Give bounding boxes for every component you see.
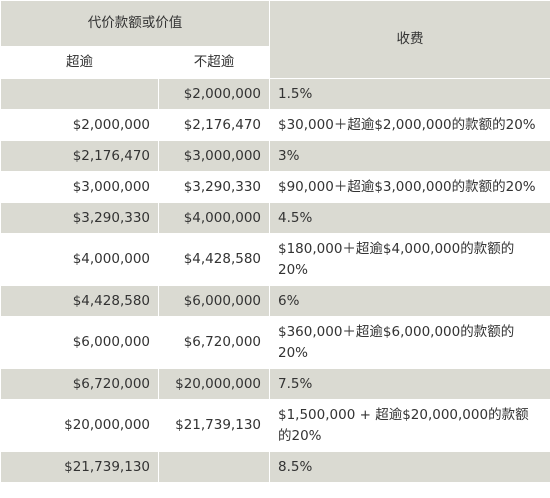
cell-over: $6,720,000 (0, 368, 159, 400)
table-row: $4,428,580 $6,000,000 6% (0, 285, 550, 317)
cell-not-over: $2,176,470 (158, 109, 270, 141)
cell-fee: $90,000＋超逾$3,000,000的款额的20% (269, 171, 550, 203)
cell-over: $6,000,000 (0, 316, 159, 369)
header-over: 超逾 (0, 46, 159, 79)
header-amount-group: 代价款额或价值 (0, 0, 270, 47)
cell-not-over: $21,739,130 (158, 399, 270, 452)
cell-over: $4,000,000 (0, 233, 159, 286)
stamp-duty-fee-table: 代价款额或价值 收费 超逾 不超逾 $2,000,000 1.5% $2,000… (0, 0, 550, 483)
table-row: $3,290,330 $4,000,000 4.5% (0, 202, 550, 234)
table-row: $2,000,000 1.5% (0, 78, 550, 110)
header-row: 代价款额或价值 收费 (0, 0, 550, 79)
cell-fee: 8.5% (269, 451, 550, 483)
cell-over: $3,000,000 (0, 171, 159, 203)
cell-not-over: $6,000,000 (158, 285, 270, 317)
cell-fee: 6% (269, 285, 550, 317)
cell-over: $21,739,130 (0, 451, 159, 483)
cell-fee: $30,000＋超逾$2,000,000的款额的20% (269, 109, 550, 141)
cell-over: $2,176,470 (0, 140, 159, 172)
cell-fee: $360,000＋超逾$6,000,000的款额的20% (269, 316, 550, 369)
cell-over: $3,290,330 (0, 202, 159, 234)
cell-not-over (158, 451, 270, 483)
cell-not-over: $20,000,000 (158, 368, 270, 400)
cell-not-over: $4,428,580 (158, 233, 270, 286)
cell-over: $20,000,000 (0, 399, 159, 452)
table-row: $6,000,000 $6,720,000 $360,000＋超逾$6,000,… (0, 316, 550, 369)
table-row: $2,176,470 $3,000,000 3% (0, 140, 550, 172)
table-row: $2,000,000 $2,176,470 $30,000＋超逾$2,000,0… (0, 109, 550, 141)
cell-over: $2,000,000 (0, 109, 159, 141)
table-row: $6,720,000 $20,000,000 7.5% (0, 368, 550, 400)
cell-fee: 4.5% (269, 202, 550, 234)
cell-not-over: $3,290,330 (158, 171, 270, 203)
cell-over: $4,428,580 (0, 285, 159, 317)
cell-fee: 3% (269, 140, 550, 172)
table-row: $20,000,000 $21,739,130 $1,500,000 + 超逾$… (0, 399, 550, 452)
cell-fee: $180,000＋超逾$4,000,000的款额的20% (269, 233, 550, 286)
table-row: $21,739,130 8.5% (0, 451, 550, 483)
table-row: $3,000,000 $3,290,330 $90,000＋超逾$3,000,0… (0, 171, 550, 203)
table-row: $4,000,000 $4,428,580 $180,000＋超逾$4,000,… (0, 233, 550, 286)
cell-not-over: $3,000,000 (158, 140, 270, 172)
cell-not-over: $2,000,000 (158, 78, 270, 110)
header-not-over: 不超逾 (158, 46, 270, 79)
cell-fee: $1,500,000 + 超逾$20,000,000的款额的20% (269, 399, 550, 452)
cell-not-over: $6,720,000 (158, 316, 270, 369)
cell-fee: 1.5% (269, 78, 550, 110)
cell-fee: 7.5% (269, 368, 550, 400)
cell-over (0, 78, 159, 110)
subheader-row: 超逾 不超逾 (0, 46, 550, 79)
cell-not-over: $4,000,000 (158, 202, 270, 234)
header-fee: 收费 (269, 0, 550, 79)
